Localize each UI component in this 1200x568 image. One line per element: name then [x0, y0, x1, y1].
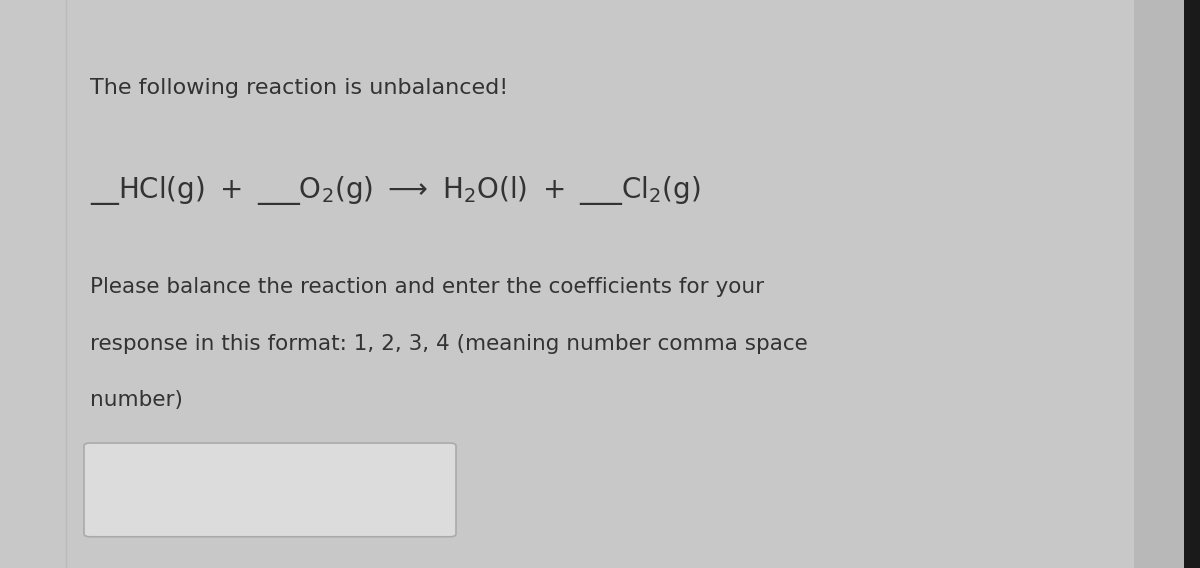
Text: response in this format: 1, 2, 3, 4 (meaning number comma space: response in this format: 1, 2, 3, 4 (mea… — [90, 333, 808, 354]
FancyBboxPatch shape — [84, 443, 456, 537]
FancyBboxPatch shape — [1184, 0, 1200, 568]
Text: number): number) — [90, 390, 182, 411]
Text: $\mathregular{\_\_HCl(g) \ + \ \_\_\_O_2(g) \ \longrightarrow \ H_2O(l) \ + \ \_: $\mathregular{\_\_HCl(g) \ + \ \_\_\_O_2… — [90, 174, 701, 207]
Text: Please balance the reaction and enter the coefficients for your: Please balance the reaction and enter th… — [90, 277, 764, 297]
Text: The following reaction is unbalanced!: The following reaction is unbalanced! — [90, 78, 509, 98]
FancyBboxPatch shape — [1134, 0, 1184, 568]
